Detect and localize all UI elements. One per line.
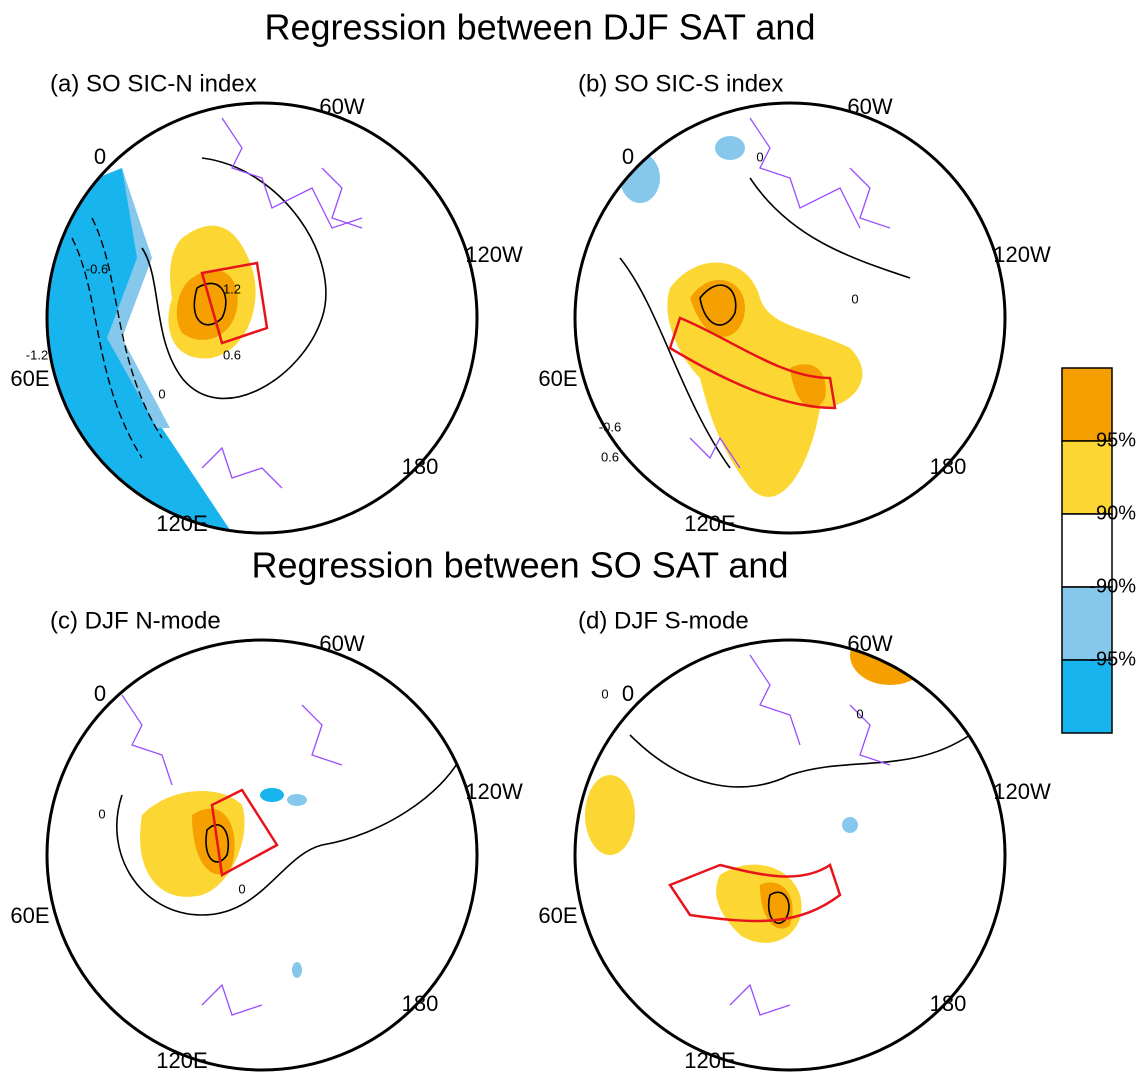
longitude-label: 120E: [684, 1048, 735, 1073]
longitude-label: 60E: [10, 366, 49, 391]
figure-title: Regression between SO SAT and: [252, 545, 789, 586]
longitude-label: 0: [622, 681, 634, 706]
contour-label: -1.2: [26, 347, 48, 362]
longitude-label: 60E: [10, 903, 49, 928]
panel-label: (c) DJF N-mode: [50, 607, 221, 634]
contour-label: 0: [98, 806, 105, 821]
panel-label: (b) SO SIC-S index: [578, 70, 783, 97]
longitude-label: 60E: [538, 903, 577, 928]
contour-label: 0: [756, 149, 763, 164]
colorbar-label: -90%: [1089, 575, 1136, 597]
colorbar-segment: [1061, 440, 1113, 515]
longitude-label: 120E: [156, 1048, 207, 1073]
longitude-label: 60W: [847, 631, 892, 656]
map-c: [45, 638, 479, 1072]
longitude-label: 0: [94, 144, 106, 169]
colorbar-label: 95%: [1096, 429, 1136, 451]
longitude-label: 180: [402, 454, 439, 479]
contour-label: 0.6: [601, 449, 619, 464]
longitude-label: 120E: [156, 511, 207, 536]
map-a: [45, 101, 479, 535]
panel-label: (d) DJF S-mode: [578, 607, 749, 634]
colorbar-label: -95%: [1089, 648, 1136, 670]
contour-label: 0: [601, 686, 608, 701]
contour-label: 0: [856, 706, 863, 721]
contour-label: 0: [158, 386, 165, 401]
contour-label: -0.6: [599, 419, 621, 434]
longitude-label: 120W: [465, 779, 523, 804]
longitude-label: 0: [94, 681, 106, 706]
colorbar-segment: [1061, 659, 1113, 734]
longitude-label: 180: [930, 454, 967, 479]
longitude-label: 60E: [538, 366, 577, 391]
contour-label: 0: [238, 881, 245, 896]
longitude-label: 60W: [847, 94, 892, 119]
longitude-label: 120W: [993, 242, 1051, 267]
figure-title: Regression between DJF SAT and: [265, 7, 816, 48]
longitude-label: 180: [930, 991, 967, 1016]
colorbar-segment: [1061, 513, 1113, 588]
panel-label: (a) SO SIC-N index: [50, 70, 257, 97]
contour-label: 0.6: [223, 347, 241, 362]
longitude-label: 120W: [465, 242, 523, 267]
colorbar: 95% 90% -90% -95%: [1061, 367, 1136, 734]
colorbar-segment: [1061, 586, 1113, 661]
contour-label: 1.2: [223, 281, 241, 296]
longitude-label: 180: [402, 991, 439, 1016]
contour-label: -0.6: [86, 261, 108, 276]
contour-label: 0: [851, 291, 858, 306]
longitude-label: 120E: [684, 511, 735, 536]
colorbar-label: 90%: [1096, 502, 1136, 524]
longitude-label: 0: [622, 144, 634, 169]
longitude-label: 120W: [993, 779, 1051, 804]
longitude-label: 60W: [319, 94, 364, 119]
longitude-label: 60W: [319, 631, 364, 656]
